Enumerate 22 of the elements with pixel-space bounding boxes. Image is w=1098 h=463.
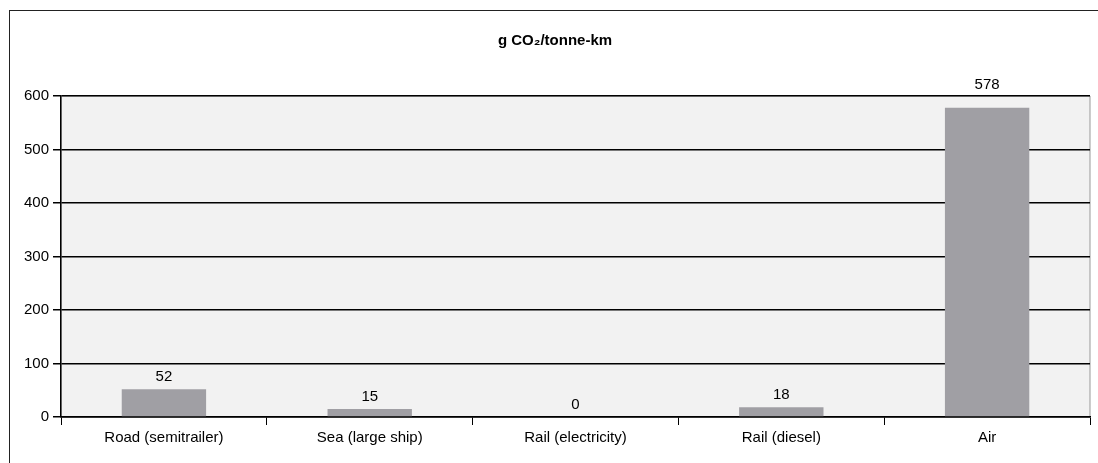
y-tick-label: 400 xyxy=(24,193,50,211)
x-tick-label: Rail (electricity) xyxy=(524,428,627,446)
x-tick-label: Air xyxy=(977,428,997,446)
y-tick-label: 600 xyxy=(24,86,50,104)
bar xyxy=(739,407,824,417)
y-tick-label: 500 xyxy=(24,139,50,157)
data-label: 15 xyxy=(361,386,379,404)
data-label: 578 xyxy=(974,74,1000,92)
y-tick-label: 200 xyxy=(24,300,50,318)
data-label: 0 xyxy=(571,394,580,412)
x-tick-label: Road (semitrailer) xyxy=(104,428,224,446)
x-tick-label: Sea (large ship) xyxy=(316,428,423,446)
bar xyxy=(327,408,412,417)
bar xyxy=(121,389,207,417)
y-tick-label: 0 xyxy=(40,407,50,425)
chart-title: g CO₂/tonne-km xyxy=(497,31,613,49)
x-tick-label: Rail (diesel) xyxy=(741,428,821,446)
bar xyxy=(944,107,1030,417)
y-tick-label: 100 xyxy=(24,353,50,371)
y-tick-label: 300 xyxy=(24,246,50,264)
data-label: 52 xyxy=(155,366,173,384)
data-label: 18 xyxy=(772,385,790,403)
